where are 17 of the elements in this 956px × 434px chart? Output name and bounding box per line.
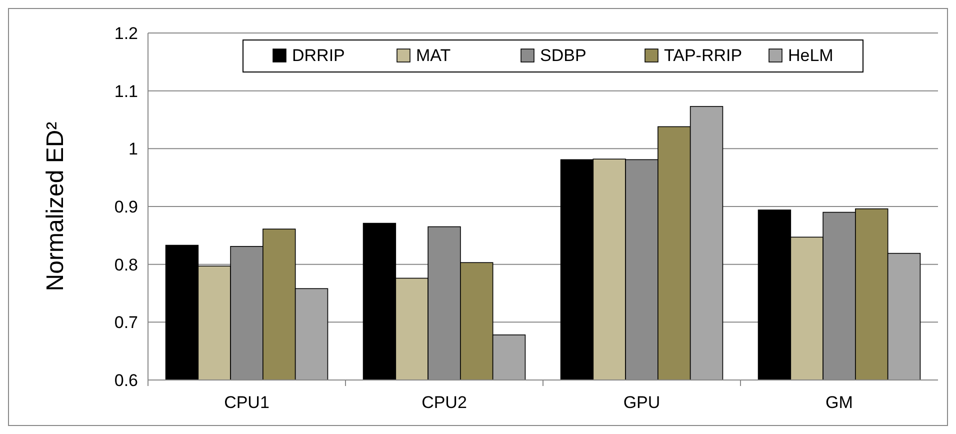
y-tick-label: 1 — [128, 140, 138, 159]
y-tick-label: 0.8 — [114, 255, 138, 274]
x-tick-label: GM — [826, 393, 853, 412]
y-axis-title: Normalized ED² — [42, 122, 69, 292]
legend-label: HeLM — [788, 46, 834, 65]
y-tick-label: 1.1 — [114, 82, 138, 101]
x-tick-label: CPU2 — [422, 393, 467, 412]
y-tick-label: 0.7 — [114, 313, 138, 332]
x-tick-label: CPU1 — [224, 393, 270, 412]
y-tick-label: 0.6 — [114, 370, 138, 390]
legend-label: DRRIP — [292, 46, 345, 65]
y-tick-label: 1.2 — [114, 24, 138, 43]
legend-label: TAP-RRIP — [664, 46, 742, 65]
y-tick-label: 0.9 — [114, 197, 138, 216]
x-tick-label: GPU — [623, 393, 660, 412]
legend-label: SDBP — [540, 46, 586, 65]
legend-label: MAT — [416, 46, 451, 65]
